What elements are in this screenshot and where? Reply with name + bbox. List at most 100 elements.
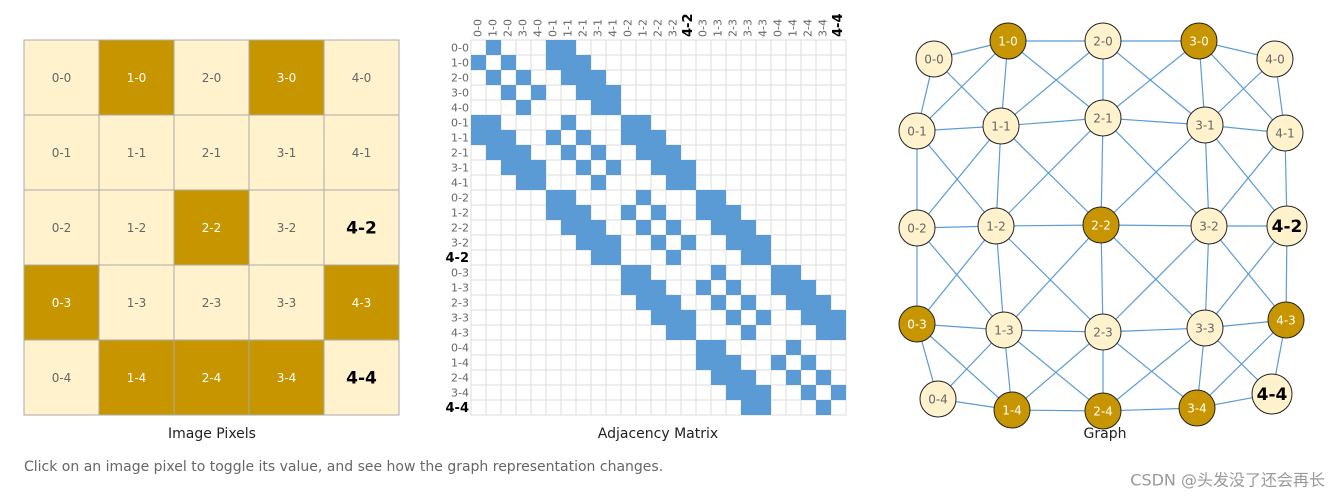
graph-node-label: 0-4 [928, 393, 948, 407]
matrix-cell [576, 70, 591, 85]
graph-node [1180, 22, 1218, 60]
matrix-col-label: 4-4 [831, 14, 846, 38]
pixel[interactable] [323, 189, 400, 266]
pixel[interactable] [323, 339, 400, 416]
matrix-cell [771, 355, 786, 370]
pixel[interactable] [248, 39, 325, 116]
matrix-cell [711, 220, 726, 235]
matrix-col-label: 2-3 [727, 19, 740, 37]
pixel[interactable] [173, 189, 250, 266]
graph-edge [1208, 225, 1287, 321]
matrix-cell [711, 355, 726, 370]
pixel[interactable] [173, 39, 250, 116]
matrix-cell [576, 85, 591, 100]
graph-edge [1102, 40, 1200, 119]
pixel[interactable] [248, 339, 325, 416]
matrix-row-label: 2-2 [451, 222, 469, 235]
matrix-cell [756, 235, 771, 250]
matrix-cell [786, 370, 801, 385]
matrix-col-label: 1-4 [787, 19, 800, 37]
matrix-col-label: 4-3 [757, 19, 770, 37]
pixel[interactable] [98, 339, 175, 416]
matrix-cell [516, 70, 531, 85]
pixel[interactable] [98, 114, 175, 191]
matrix-col-label: 2-4 [802, 19, 815, 37]
matrix-row-label: 3-0 [451, 87, 469, 100]
graph-node-label: 2-1 [1093, 112, 1113, 126]
matrix-cell [561, 40, 576, 55]
graph-node-label: 1-2 [986, 220, 1006, 234]
matrix-row-label: 4-4 [446, 401, 470, 416]
matrix-cell [711, 295, 726, 310]
matrix-cell [531, 85, 546, 100]
graph-edge [916, 40, 1009, 132]
graph-edge [1204, 124, 1288, 227]
matrix-col-label: 0-3 [697, 19, 710, 37]
pixel[interactable] [323, 114, 400, 191]
matrix-col-label: 0-0 [472, 19, 485, 37]
graph-node-label: 2-0 [1093, 35, 1113, 49]
matrix-cell [501, 85, 516, 100]
matrix-cell [486, 115, 501, 130]
graph-node-label: 2-4 [1093, 405, 1113, 419]
pixel[interactable] [173, 114, 250, 191]
matrix-row-label: 0-1 [451, 117, 469, 130]
graph-node [1267, 301, 1305, 339]
matrix-col-label: 4-1 [607, 19, 620, 37]
pixel[interactable] [23, 339, 100, 416]
graph-edge [1003, 329, 1104, 412]
matrix-cell [591, 100, 606, 115]
matrix-cell [516, 175, 531, 190]
pixel[interactable] [23, 264, 100, 341]
matrix-caption: Adjacency Matrix [598, 426, 718, 442]
pixel[interactable] [98, 264, 175, 341]
matrix-cell [516, 100, 531, 115]
matrix-cell [816, 370, 831, 385]
graph-node-label: 3-4 [1187, 402, 1207, 416]
matrix-row-label: 3-2 [451, 237, 469, 250]
graph-node-label: 3-1 [1195, 119, 1215, 133]
matrix-cell [546, 55, 561, 70]
pixel[interactable] [248, 114, 325, 191]
matrix-cell [681, 160, 696, 175]
matrix-cell [711, 190, 726, 205]
matrix-col-label: 1-1 [562, 19, 575, 37]
matrix-cell [696, 205, 711, 220]
pixel[interactable] [23, 39, 100, 116]
graph-node-label: 3-0 [1189, 35, 1209, 49]
matrix-cell [726, 235, 741, 250]
matrix-cell [666, 250, 681, 265]
matrix-cell [651, 295, 666, 310]
matrix-cell [486, 40, 501, 55]
matrix-col-label: 3-0 [517, 19, 530, 37]
graph-node [1190, 207, 1228, 245]
graph-node-label: 3-3 [1195, 322, 1215, 336]
matrix-cell [531, 160, 546, 175]
pixel[interactable] [323, 264, 400, 341]
pixel[interactable] [323, 39, 400, 116]
matrix-row-label: 3-1 [451, 162, 469, 175]
matrix-cell [591, 85, 606, 100]
matrix-cell [636, 130, 651, 145]
graph-node-label: 4-3 [1276, 314, 1296, 328]
matrix-cell [636, 115, 651, 130]
pixel[interactable] [173, 339, 250, 416]
pixel[interactable] [248, 189, 325, 266]
pixel[interactable] [248, 264, 325, 341]
graph-edge [1102, 40, 1206, 126]
matrix-cell [636, 145, 651, 160]
pixel[interactable] [98, 189, 175, 266]
matrix-cell [486, 70, 501, 85]
matrix-col-label: 0-1 [547, 19, 560, 37]
pixel[interactable] [98, 39, 175, 116]
matrix-row-label: 1-4 [451, 357, 469, 370]
pixel[interactable] [23, 114, 100, 191]
matrix-cell [636, 265, 651, 280]
matrix-cell [576, 160, 591, 175]
matrix-row-label: 4-0 [451, 102, 469, 115]
graph-edge [1100, 124, 1206, 226]
pixel[interactable] [173, 264, 250, 341]
graph-edge [916, 323, 1013, 411]
matrix-cell [801, 355, 816, 370]
pixel[interactable] [23, 189, 100, 266]
